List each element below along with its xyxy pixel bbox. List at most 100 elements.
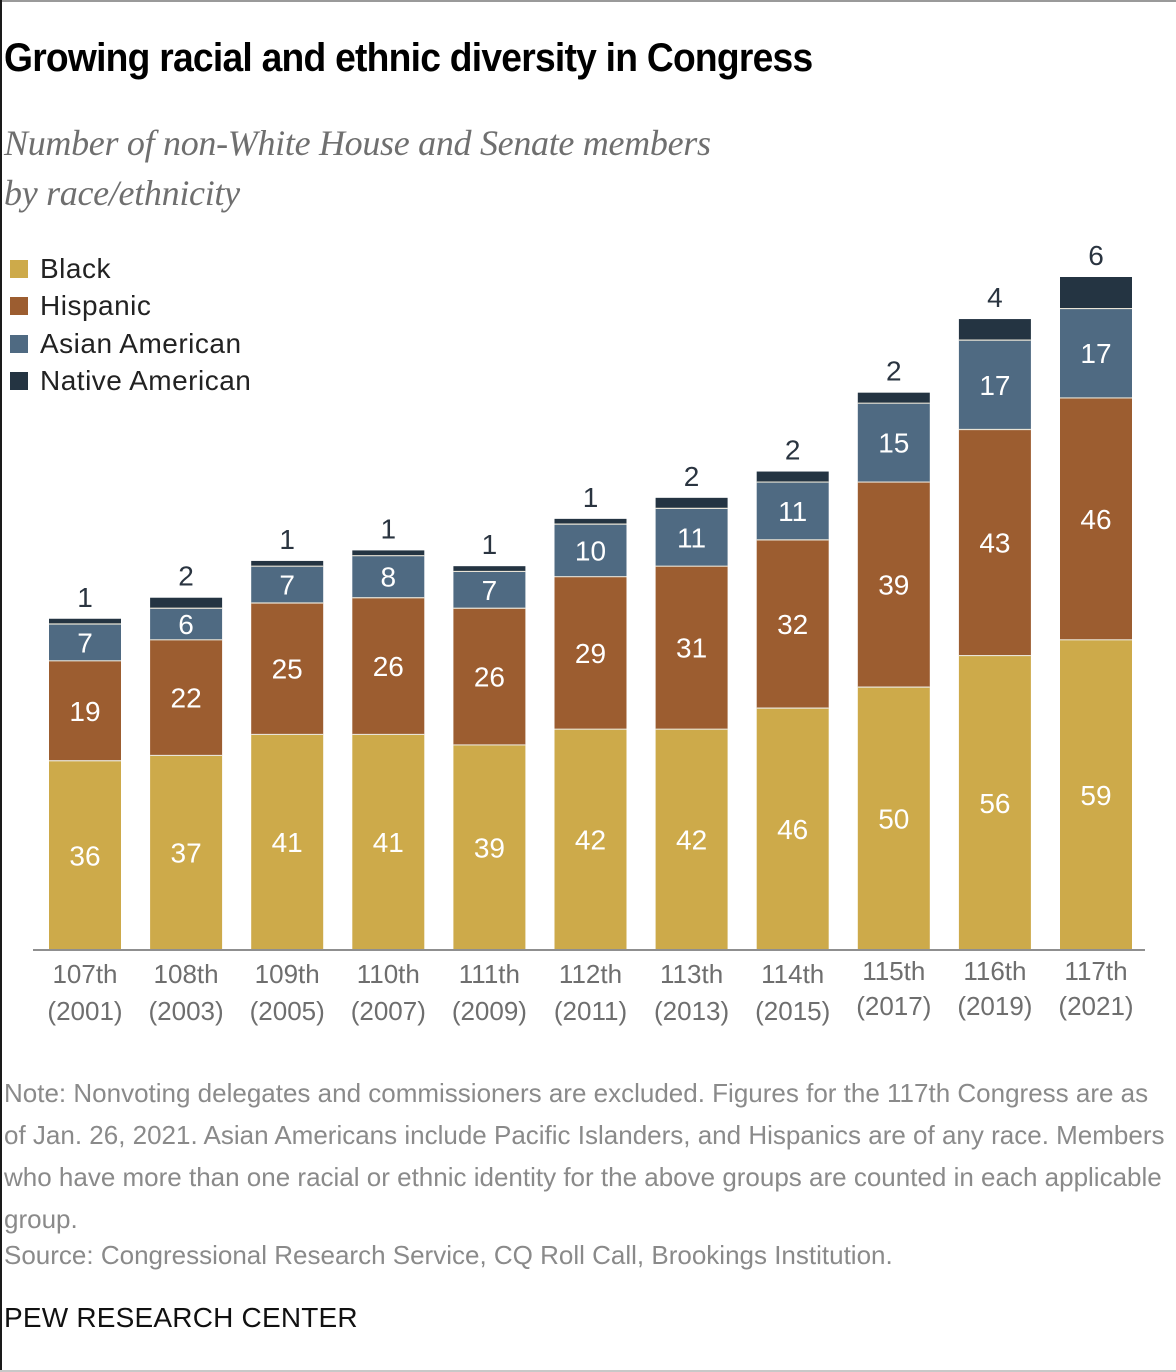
x-tick-year-label: (2019)	[957, 991, 1032, 1021]
bar-segment-asian-american	[1060, 308, 1132, 398]
legend: Black Hispanic Asian American Native Ame…	[10, 250, 251, 400]
chart-note: Note: Nonvoting delegates and commission…	[4, 1078, 1165, 1234]
data-label-asian-american: 7	[279, 570, 295, 601]
bar-segment-hispanic	[352, 597, 425, 735]
data-label-asian-american: 17	[979, 370, 1010, 401]
bar-segment-hispanic	[756, 539, 829, 709]
bar-segment-black	[554, 729, 627, 950]
x-tick-label: 112th	[559, 959, 622, 989]
bar-group-109th: 41 25 7 1	[251, 524, 324, 950]
data-label-black: 39	[474, 832, 505, 863]
data-label-black: 46	[777, 814, 808, 845]
bar-segment-native-american	[352, 550, 425, 556]
bar-segment-native-american	[554, 518, 627, 525]
data-label-hispanic: 31	[676, 633, 707, 664]
bar-segment-black	[453, 744, 526, 950]
bar-segment-black	[655, 729, 728, 950]
bar-group-116th: 56 43 17 4	[958, 282, 1031, 950]
bar-segment-native-american	[655, 497, 728, 509]
legend-swatch-hispanic	[10, 297, 28, 316]
x-tick-year-label: (2001)	[47, 996, 122, 1026]
data-label-hispanic: 43	[979, 528, 1010, 559]
bar-segment-black	[1060, 639, 1132, 950]
data-label-asian-american: 8	[381, 562, 397, 593]
chart-subtitle: Number of non-White House and Senate mem…	[4, 118, 711, 218]
legend-label-asian-american: Asian American	[40, 327, 242, 359]
data-label-black: 42	[676, 825, 707, 856]
data-label-native-american: 6	[1088, 240, 1104, 271]
x-tick-year-label: (2003)	[149, 996, 224, 1026]
chart-source: Source: Congressional Research Service, …	[4, 1240, 893, 1270]
data-label-native-american: 2	[178, 561, 194, 592]
bar-segment-hispanic	[958, 429, 1031, 656]
bar-segment-hispanic	[857, 482, 930, 688]
bar-group-107th: 36 19 7 1	[49, 582, 121, 950]
data-label-hispanic: 25	[272, 654, 303, 685]
bar-segment-asian-american	[655, 508, 728, 567]
x-tick-label: 111th	[459, 959, 520, 989]
legend-label-hispanic: Hispanic	[40, 290, 152, 322]
bar-segment-asian-american	[49, 624, 121, 661]
bar-segment-native-american	[150, 597, 223, 609]
bar-segment-native-american	[857, 392, 930, 404]
data-label-asian-american: 7	[482, 575, 498, 606]
data-label-black: 56	[979, 788, 1010, 819]
bar-segment-asian-american	[554, 524, 627, 577]
data-label-black: 50	[878, 804, 909, 835]
x-tick-year-label: (2021)	[1058, 991, 1133, 1021]
data-label-native-american: 1	[482, 529, 498, 560]
data-label-hispanic: 22	[171, 683, 202, 714]
subtitle-line-1: Number of non-White House and Senate mem…	[4, 123, 711, 163]
bar-group-114th: 46 32 11 2	[756, 435, 829, 950]
bar-segment-asian-american	[857, 403, 930, 483]
bar-segment-hispanic	[554, 576, 627, 730]
bar-group-108th: 37 22 6 2	[150, 561, 223, 950]
bar-segment-native-american	[958, 319, 1031, 341]
x-tick-label: 116th	[963, 956, 1026, 986]
data-label-black: 42	[575, 825, 606, 856]
bar-segment-black	[49, 760, 121, 950]
data-label-asian-american: 10	[575, 535, 606, 566]
x-tick-year-label: (2005)	[250, 996, 325, 1026]
data-label-black: 59	[1080, 780, 1111, 811]
x-tick-year-label: (2007)	[351, 996, 426, 1026]
bar-segment-hispanic	[49, 660, 121, 761]
bar-group-110th: 41 26 8 1	[352, 513, 425, 950]
bar-segment-hispanic	[1060, 397, 1132, 640]
bar-segment-native-american	[49, 618, 121, 625]
x-tick-year-label: (2009)	[452, 996, 527, 1026]
bar-segment-black	[756, 708, 829, 950]
data-label-black: 37	[171, 838, 202, 869]
data-label-native-american: 2	[886, 356, 902, 387]
x-tick-label: 117th	[1064, 956, 1127, 986]
legend-swatch-black	[10, 259, 28, 278]
bar-segment-asian-american	[958, 340, 1031, 430]
frame-top-border	[0, 0, 1176, 2]
bar-group-113th: 42 31 11 2	[655, 461, 728, 950]
bar-group-111th: 39 26 7 1	[453, 529, 526, 950]
x-tick-year-label: (2015)	[755, 996, 830, 1026]
data-label-asian-american: 17	[1080, 338, 1111, 369]
bar-segment-asian-american	[756, 482, 829, 540]
x-tick-label: 108th	[154, 959, 219, 989]
subtitle-line-2: by race/ethnicity	[4, 173, 240, 213]
bar-segment-native-american	[1060, 277, 1132, 309]
data-label-hispanic: 32	[777, 609, 808, 640]
bar-group-115th: 50 39 15 2	[857, 356, 930, 950]
legend-swatch-asian-american	[10, 334, 28, 353]
data-label-asian-american: 6	[178, 609, 194, 640]
x-tick-label: 113th	[660, 959, 723, 989]
x-tick-year-label: (2013)	[654, 996, 729, 1026]
x-tick-year-label: (2017)	[856, 991, 931, 1021]
bar-segment-asian-american	[251, 566, 324, 603]
bar-segment-hispanic	[453, 608, 526, 745]
legend-label-black: Black	[40, 252, 111, 284]
data-label-asian-american: 11	[778, 496, 807, 527]
data-label-native-american: 1	[77, 582, 93, 613]
bar-segment-native-american	[453, 566, 526, 572]
bar-segment-native-american	[756, 471, 829, 483]
bar-segment-hispanic	[251, 602, 324, 735]
data-label-black: 41	[272, 827, 303, 858]
bar-segment-black	[958, 655, 1031, 950]
data-label-native-american: 1	[583, 482, 599, 513]
